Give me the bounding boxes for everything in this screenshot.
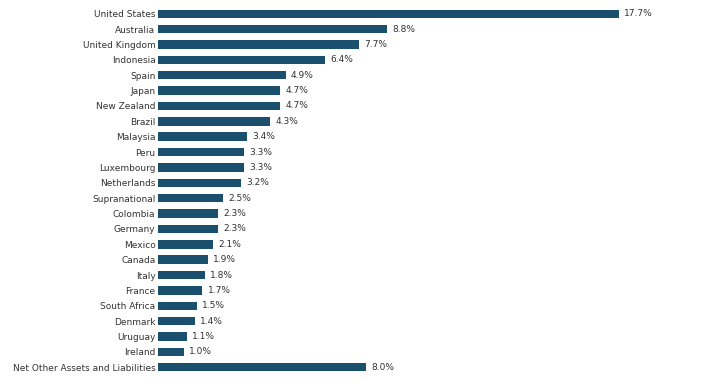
Bar	[158, 363, 367, 371]
Text: 1.1%: 1.1%	[192, 332, 215, 341]
Text: 1.0%: 1.0%	[189, 347, 212, 356]
Bar	[158, 301, 197, 310]
Text: 6.4%: 6.4%	[330, 55, 353, 64]
Bar	[158, 163, 244, 172]
Bar	[158, 40, 359, 49]
Text: 3.4%: 3.4%	[252, 132, 275, 141]
Text: 1.7%: 1.7%	[208, 286, 231, 295]
Bar	[158, 317, 195, 325]
Bar	[158, 286, 203, 295]
Text: 4.7%: 4.7%	[285, 101, 308, 110]
Bar	[158, 225, 218, 233]
Text: 1.9%: 1.9%	[213, 255, 236, 264]
Bar	[158, 240, 213, 248]
Bar	[158, 133, 247, 141]
Text: 4.3%: 4.3%	[275, 117, 298, 126]
Bar	[158, 86, 280, 95]
Bar	[158, 332, 187, 341]
Bar	[158, 25, 387, 34]
Bar	[158, 117, 270, 126]
Bar	[158, 209, 218, 218]
Text: 2.5%: 2.5%	[229, 194, 252, 203]
Bar	[158, 194, 223, 202]
Text: 3.3%: 3.3%	[249, 163, 273, 172]
Text: 1.4%: 1.4%	[200, 317, 223, 326]
Bar	[158, 71, 285, 80]
Bar	[158, 271, 205, 279]
Bar	[158, 56, 325, 64]
Text: 2.1%: 2.1%	[218, 240, 241, 249]
Bar	[158, 347, 184, 356]
Text: 3.3%: 3.3%	[249, 147, 273, 157]
Bar	[158, 148, 244, 156]
Text: 7.7%: 7.7%	[364, 40, 387, 49]
Text: 8.0%: 8.0%	[372, 363, 395, 372]
Text: 8.8%: 8.8%	[393, 25, 416, 34]
Text: 2.3%: 2.3%	[223, 209, 246, 218]
Bar	[158, 255, 208, 264]
Text: 3.2%: 3.2%	[247, 178, 270, 187]
Bar	[158, 102, 280, 110]
Text: 4.7%: 4.7%	[285, 86, 308, 95]
Bar	[158, 179, 242, 187]
Text: 17.7%: 17.7%	[624, 9, 653, 18]
Text: 1.8%: 1.8%	[210, 271, 233, 280]
Text: 1.5%: 1.5%	[203, 301, 226, 310]
Text: 2.3%: 2.3%	[223, 224, 246, 234]
Text: 4.9%: 4.9%	[291, 71, 313, 80]
Bar	[158, 10, 619, 18]
